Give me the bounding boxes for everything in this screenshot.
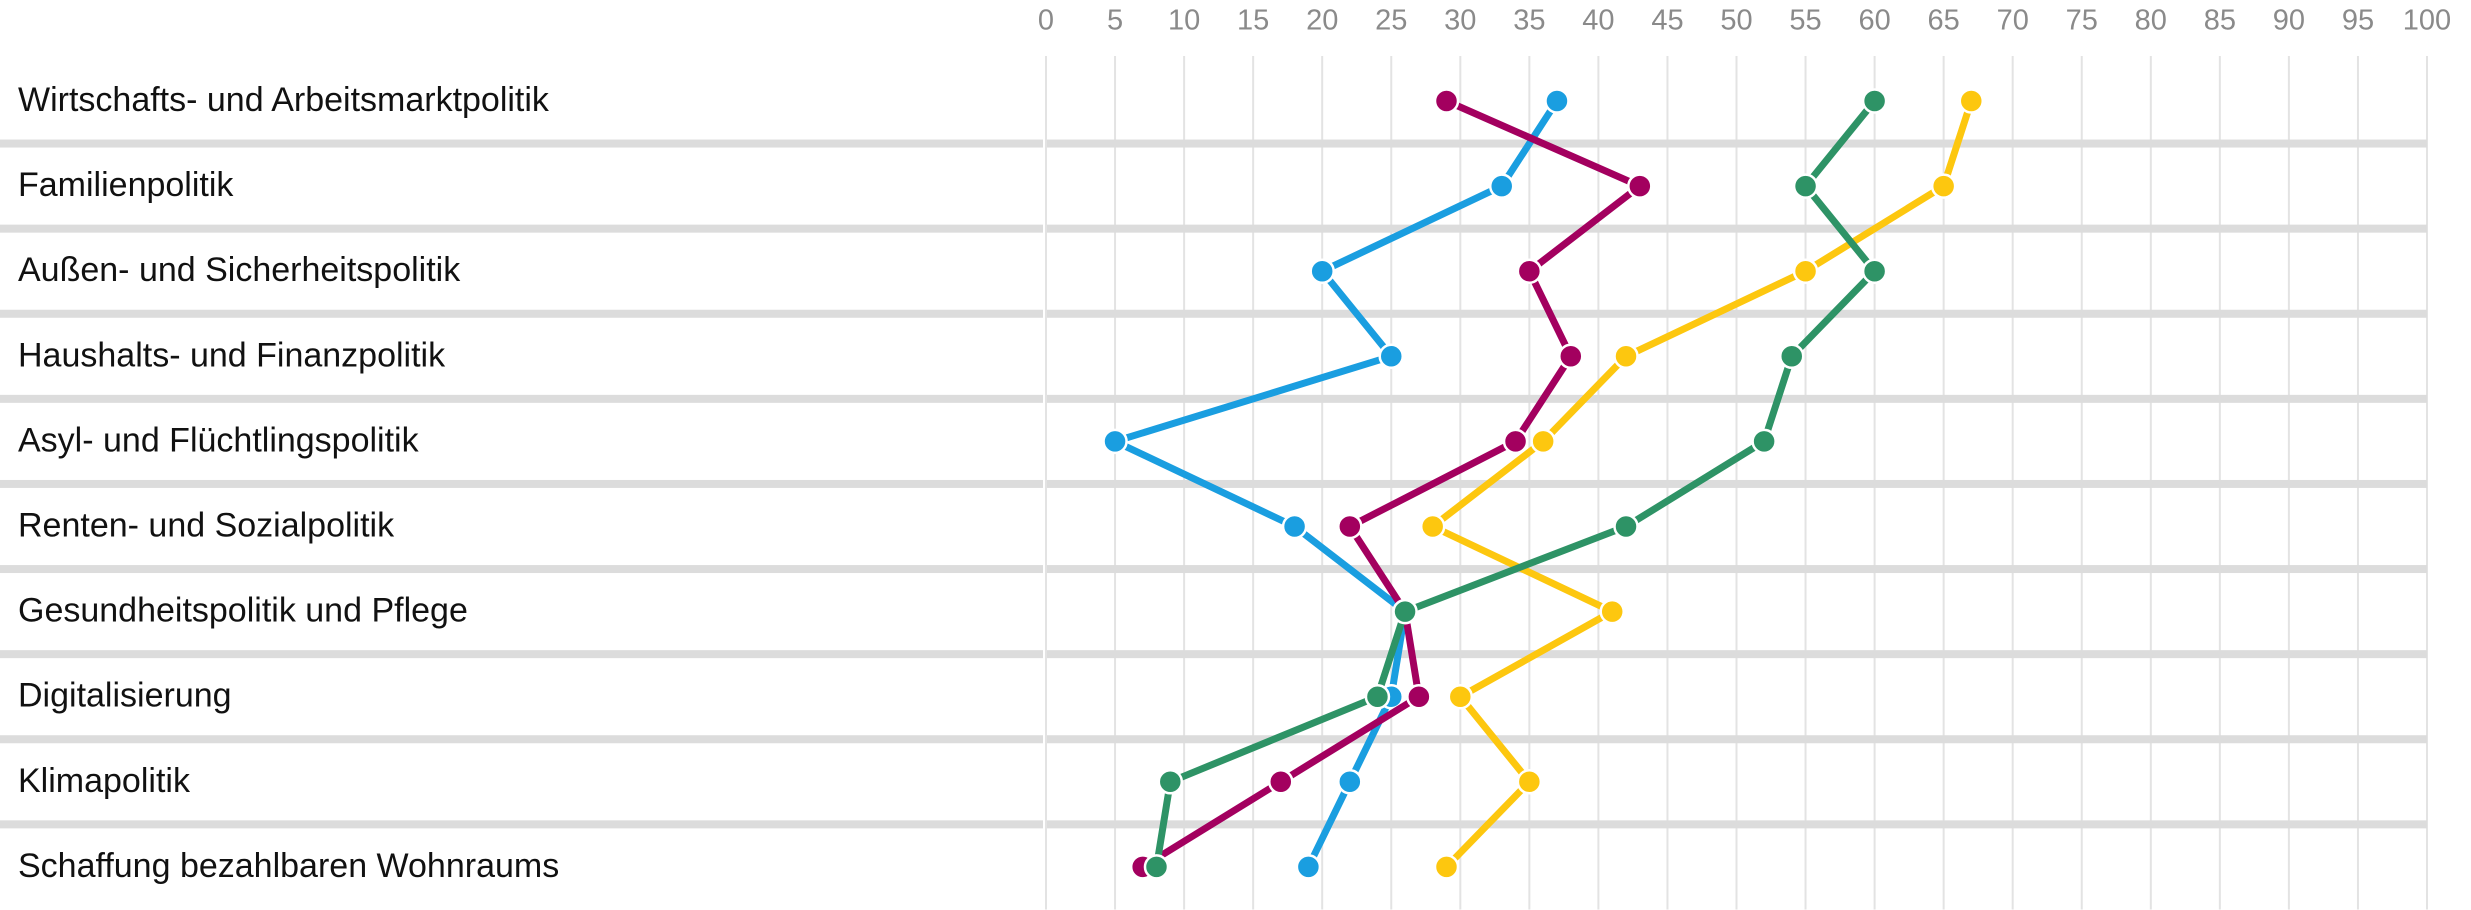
x-tick-label: 60 — [1858, 5, 1890, 37]
category-label: Renten- und Sozialpolitik — [18, 506, 395, 544]
data-point — [1295, 854, 1322, 880]
data-point — [1516, 769, 1543, 795]
data-point — [1337, 513, 1363, 540]
x-tick-label: 55 — [1789, 5, 1821, 37]
category-label: Gesundheitspolitik und Pflege — [18, 592, 468, 630]
series-line — [1140, 97, 1644, 870]
row-separator — [0, 309, 1043, 318]
x-tick-label: 45 — [1651, 5, 1683, 37]
data-point — [1930, 173, 1957, 199]
data-point — [1502, 428, 1529, 455]
data-point — [1488, 173, 1515, 199]
series-line — [1153, 98, 1879, 868]
data-point — [1613, 343, 1639, 370]
series-line — [1111, 99, 1560, 869]
data-point — [1751, 428, 1777, 455]
data-point — [1406, 683, 1432, 710]
data-point — [1613, 513, 1639, 540]
category-label: Wirtschafts- und Arbeitsmarktpolitik — [18, 81, 550, 119]
x-tick-label: 95 — [2342, 5, 2374, 37]
x-tick-label: 70 — [1997, 5, 2029, 37]
x-tick-label: 40 — [1582, 5, 1614, 37]
data-point — [1364, 683, 1391, 710]
row-separator — [1047, 650, 2427, 659]
category-label: Digitalisierung — [18, 677, 232, 715]
data-point — [1958, 88, 1985, 114]
data-point — [1516, 258, 1543, 284]
x-tick-label: 35 — [1513, 5, 1545, 37]
row-separator — [1047, 394, 2427, 403]
data-point — [1778, 343, 1805, 370]
x-tick-label: 10 — [1168, 5, 1200, 37]
x-tick-label: 80 — [2135, 5, 2167, 37]
series-line — [1429, 99, 1975, 870]
row-separator — [1047, 224, 2427, 233]
data-point — [1544, 88, 1570, 114]
row-separator — [0, 650, 1043, 659]
x-tick-label: 65 — [1928, 5, 1960, 37]
row-separator — [1047, 735, 2427, 744]
category-label: Außen- und Sicherheitspolitik — [18, 251, 461, 289]
x-tick-label: 90 — [2273, 5, 2305, 37]
data-point — [1392, 598, 1418, 625]
data-point — [1861, 88, 1888, 114]
x-tick-label: 15 — [1237, 5, 1269, 37]
data-point — [1530, 428, 1556, 455]
row-separator — [1047, 309, 2427, 318]
row-separator — [0, 820, 1043, 829]
data-point — [1599, 598, 1625, 625]
row-separator — [1047, 139, 2427, 148]
x-tick-label: 100 — [2403, 5, 2451, 37]
data-point — [1558, 343, 1584, 370]
x-tick-label: 85 — [2204, 5, 2236, 37]
row-separator — [0, 565, 1043, 574]
data-point — [1143, 854, 1170, 880]
row-separator — [0, 479, 1043, 488]
x-tick-label: 20 — [1306, 5, 1338, 37]
x-tick-label: 30 — [1444, 5, 1476, 37]
data-point — [1337, 769, 1363, 795]
data-point — [1792, 173, 1819, 199]
data-point — [1447, 683, 1474, 710]
data-point — [1627, 173, 1653, 199]
data-point — [1419, 513, 1446, 540]
data-point — [1433, 88, 1460, 114]
data-point — [1102, 428, 1128, 455]
data-point — [1281, 513, 1308, 540]
x-tick-label: 75 — [2066, 5, 2098, 37]
data-point — [1268, 769, 1294, 795]
category-label: Klimapolitik — [18, 762, 191, 800]
data-point — [1378, 343, 1404, 370]
category-label: Familienpolitik — [18, 166, 234, 204]
data-point — [1792, 258, 1819, 284]
x-tick-label: 0 — [1038, 5, 1054, 37]
data-point — [1309, 258, 1335, 284]
row-separator — [1047, 820, 2427, 829]
x-tick-label: 25 — [1375, 5, 1407, 37]
row-separator — [1047, 479, 2427, 488]
row-separator — [0, 139, 1043, 148]
data-point — [1861, 258, 1888, 284]
row-separator — [0, 224, 1043, 233]
x-tick-label: 5 — [1107, 5, 1123, 37]
category-label: Schaffung bezahlbaren Wohnraums — [18, 847, 559, 885]
category-label: Haushalts- und Finanzpolitik — [18, 336, 446, 374]
row-separator — [0, 735, 1043, 744]
data-point — [1157, 769, 1184, 795]
data-point — [1433, 854, 1460, 880]
x-tick-label: 50 — [1720, 5, 1752, 37]
row-separator — [0, 394, 1043, 403]
category-label: Asyl- und Flüchtlingspolitik — [18, 421, 420, 459]
row-separator — [1047, 565, 2427, 574]
